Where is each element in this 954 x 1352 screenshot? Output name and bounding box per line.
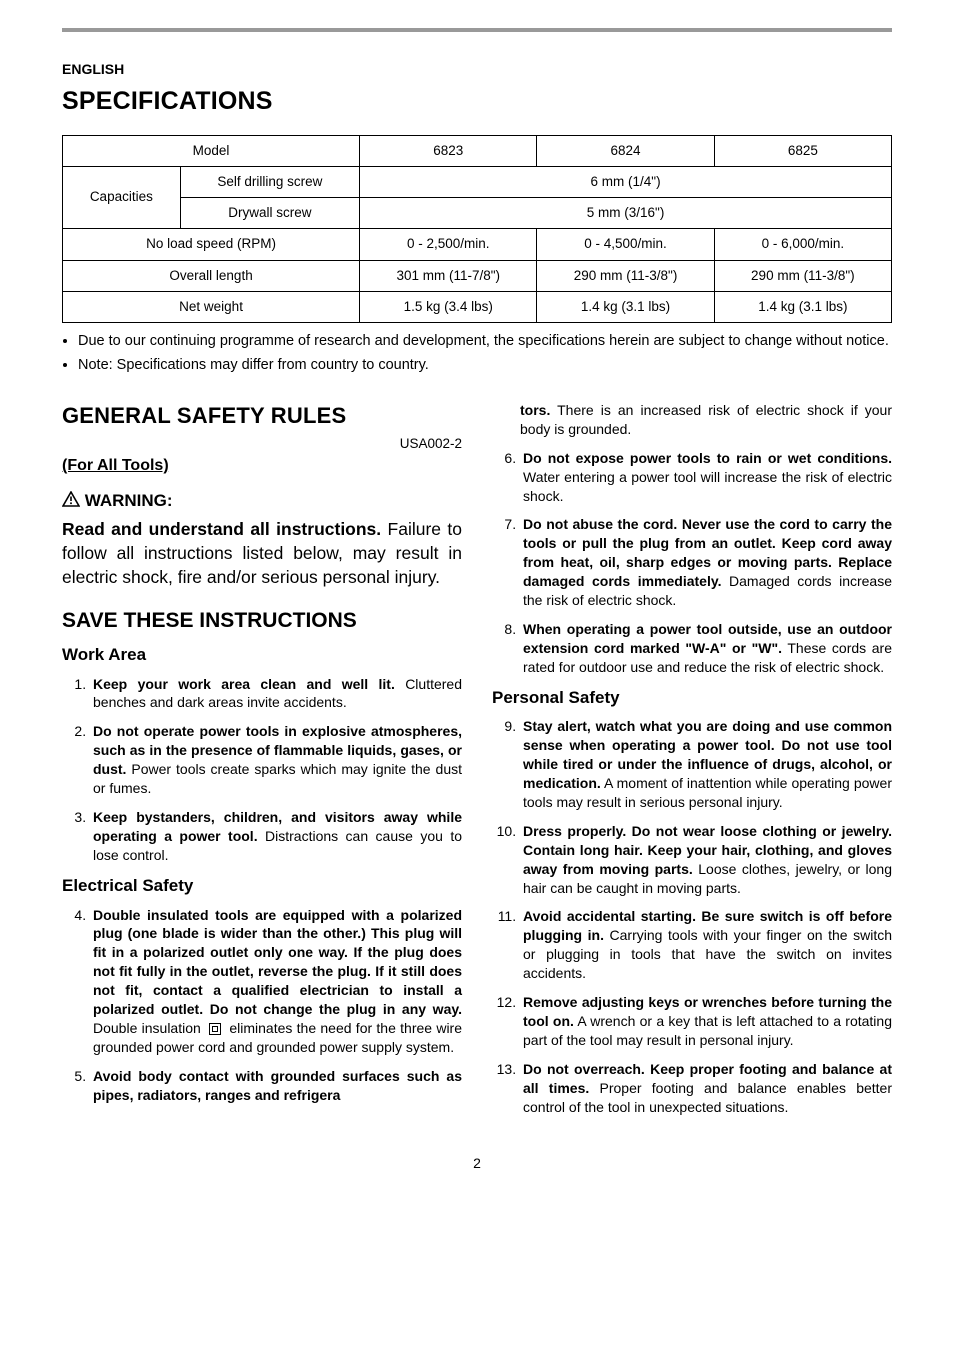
work-area-heading: Work Area: [62, 644, 462, 667]
rules-list-electrical: Double insulated tools are equipped with…: [62, 906, 462, 1105]
rule-rest: There is an increased risk of electric s…: [520, 402, 892, 437]
cell-drywall-val: 5 mm (3/16"): [360, 198, 892, 229]
rules-list-right: tors. There is an increased risk of elec…: [492, 401, 892, 677]
rule-item: Remove adjusting keys or wrenches before…: [520, 993, 892, 1050]
cell-weight-label: Net weight: [63, 291, 360, 322]
rules-list-work-area: Keep your work area clean and well lit. …: [62, 675, 462, 865]
rule-item: Do not abuse the cord. Never use the cor…: [520, 515, 892, 609]
table-row: Net weight 1.5 kg (3.4 lbs) 1.4 kg (3.1 …: [63, 291, 892, 322]
cell-length-6824: 290 mm (11-3/8"): [537, 260, 714, 291]
rule-bold: Do not expose power tools to rain or wet…: [523, 450, 892, 466]
double-insulation-icon: [209, 1023, 221, 1035]
table-row: No load speed (RPM) 0 - 2,500/min. 0 - 4…: [63, 229, 892, 260]
table-row: Overall length 301 mm (11-7/8") 290 mm (…: [63, 260, 892, 291]
warning-heading: WARNING:: [62, 490, 462, 514]
cell-weight-6825: 1.4 kg (3.1 lbs): [714, 291, 891, 322]
cell-length-6823: 301 mm (11-7/8"): [360, 260, 537, 291]
electrical-safety-heading: Electrical Safety: [62, 875, 462, 898]
rule-item: When operating a power tool outside, use…: [520, 620, 892, 677]
cell-rpm-6823: 0 - 2,500/min.: [360, 229, 537, 260]
right-column: tors. There is an increased risk of elec…: [492, 401, 892, 1126]
page-number: 2: [62, 1154, 892, 1173]
cell-self-drilling: Self drilling screw: [180, 166, 359, 197]
col-6823: 6823: [360, 135, 537, 166]
rule-item-continuation: tors. There is an increased risk of elec…: [492, 401, 892, 439]
rule-rest: A wrench or a key that is left attached …: [523, 1013, 892, 1048]
warning-label-text: WARNING:: [85, 491, 173, 510]
col-model: Model: [63, 135, 360, 166]
rules-list-personal: Stay alert, watch what you are doing and…: [492, 717, 892, 1116]
table-row: Model 6823 6824 6825: [63, 135, 892, 166]
rule-item: Do not expose power tools to rain or wet…: [520, 449, 892, 506]
rule-rest-a: Double insulation: [93, 1020, 205, 1036]
table-row: Capacities Self drilling screw 6 mm (1/4…: [63, 166, 892, 197]
save-instructions-heading: SAVE THESE INSTRUCTIONS: [62, 607, 462, 635]
left-column: GENERAL SAFETY RULES USA002-2 (For All T…: [62, 401, 462, 1126]
note-item: Note: Specifications may differ from cou…: [78, 355, 892, 375]
code-reference: USA002-2: [62, 435, 462, 453]
rule-item: Double insulated tools are equipped with…: [90, 906, 462, 1057]
col-6825: 6825: [714, 135, 891, 166]
top-divider: [62, 28, 892, 32]
rule-bold: Double insulated tools are equipped with…: [93, 907, 462, 1017]
cell-capacities: Capacities: [63, 166, 181, 228]
cell-rpm-6824: 0 - 4,500/min.: [537, 229, 714, 260]
cell-drywall: Drywall screw: [180, 198, 359, 229]
personal-safety-heading: Personal Safety: [492, 687, 892, 710]
rule-item: Stay alert, watch what you are doing and…: [520, 717, 892, 811]
rule-bold: Avoid body contact with grounded surface…: [93, 1068, 462, 1103]
rule-item: Keep your work area clean and well lit. …: [90, 675, 462, 713]
rule-rest: Water entering a power tool will increas…: [523, 469, 892, 504]
rule-item: Keep bystanders, children, and visitors …: [90, 808, 462, 865]
warning-triangle-icon: [62, 491, 80, 514]
warning-body: Read and understand all instructions. Fa…: [62, 518, 462, 589]
rule-bold: tors.: [520, 402, 550, 418]
spec-notes: Due to our continuing programme of resea…: [62, 331, 892, 375]
rule-rest: Power tools create sparks which may igni…: [93, 761, 462, 796]
cell-length-6825: 290 mm (11-3/8"): [714, 260, 891, 291]
specifications-table: Model 6823 6824 6825 Capacities Self dri…: [62, 135, 892, 323]
cell-rpm-label: No load speed (RPM): [63, 229, 360, 260]
rule-item: Do not overreach. Keep proper footing an…: [520, 1060, 892, 1117]
cell-weight-6823: 1.5 kg (3.4 lbs): [360, 291, 537, 322]
specifications-heading: SPECIFICATIONS: [62, 85, 892, 119]
rule-item: Do not operate power tools in explosive …: [90, 722, 462, 798]
cell-weight-6824: 1.4 kg (3.1 lbs): [537, 291, 714, 322]
for-all-tools-heading: (For All Tools): [62, 455, 462, 477]
rule-bold: Keep your work area clean and well lit.: [93, 676, 395, 692]
rule-item: Avoid accidental starting. Be sure switc…: [520, 907, 892, 983]
cell-self-drilling-val: 6 mm (1/4"): [360, 166, 892, 197]
cell-length-label: Overall length: [63, 260, 360, 291]
general-safety-heading: GENERAL SAFETY RULES: [62, 401, 462, 431]
warning-lead: Read and understand all instructions.: [62, 519, 381, 539]
language-label: ENGLISH: [62, 60, 892, 79]
cell-rpm-6825: 0 - 6,000/min.: [714, 229, 891, 260]
col-6824: 6824: [537, 135, 714, 166]
note-item: Due to our continuing programme of resea…: [78, 331, 892, 351]
table-row: Drywall screw 5 mm (3/16"): [63, 198, 892, 229]
rule-item: Avoid body contact with grounded surface…: [90, 1067, 462, 1105]
rule-item: Dress properly. Do not wear loose clothi…: [520, 822, 892, 898]
